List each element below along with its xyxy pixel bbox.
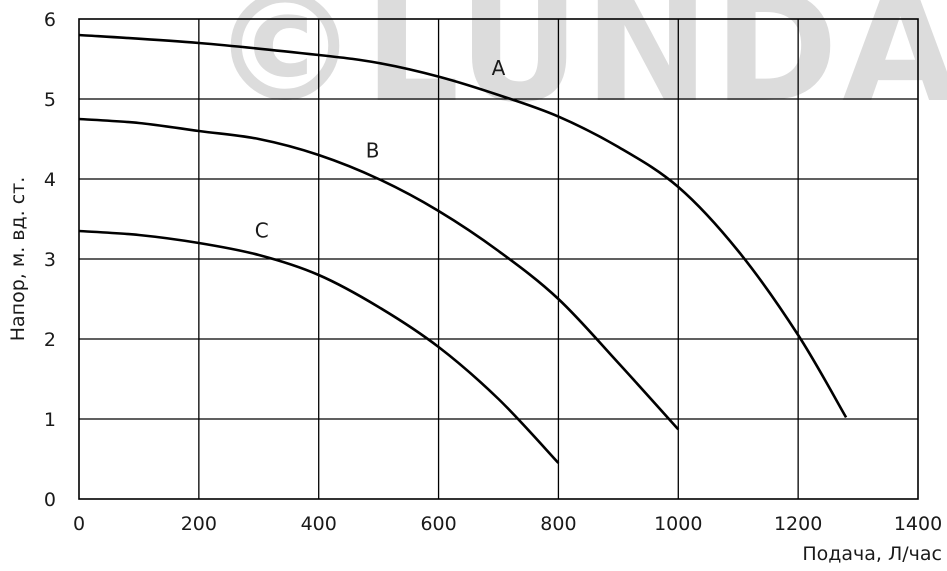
y-axis-label: Напор, м. вд. ст.: [7, 177, 29, 342]
y-tick-label: 5: [44, 89, 56, 111]
y-tick-label: 1: [44, 409, 56, 431]
x-tick-label: 1400: [894, 513, 942, 535]
y-tick-label: 6: [44, 9, 56, 31]
y-tick-label: 0: [44, 489, 56, 511]
series-line-b: [78, 117, 680, 431]
x-tick-label: 600: [420, 513, 456, 535]
series-line-a: [78, 33, 848, 419]
y-tick-labels: 0 1 2 3 4 5 6: [44, 9, 56, 511]
series-line-c: [78, 229, 560, 464]
y-tick-label: 2: [44, 329, 56, 351]
series-labels: A B C: [255, 56, 506, 242]
series-label-c: C: [255, 218, 269, 242]
series-label-b: B: [366, 138, 380, 162]
x-tick-label: 1200: [774, 513, 822, 535]
x-axis-label: Подача, Л/час: [802, 543, 942, 565]
curves: [78, 33, 848, 464]
x-tick-labels: 0 200 400 600 800 1000 1200 1400: [73, 513, 942, 535]
x-tick-label: 0: [73, 513, 85, 535]
y-tick-label: 3: [44, 249, 56, 271]
y-tick-label: 4: [44, 169, 56, 191]
x-tick-label: 400: [301, 513, 337, 535]
x-tick-label: 1000: [654, 513, 702, 535]
plot-frame: [78, 18, 919, 500]
x-tick-label: 800: [540, 513, 576, 535]
series-label-a: A: [492, 56, 506, 80]
grid: [78, 18, 919, 500]
watermark: ©LUNDA: [210, 0, 947, 136]
x-tick-label: 200: [181, 513, 217, 535]
